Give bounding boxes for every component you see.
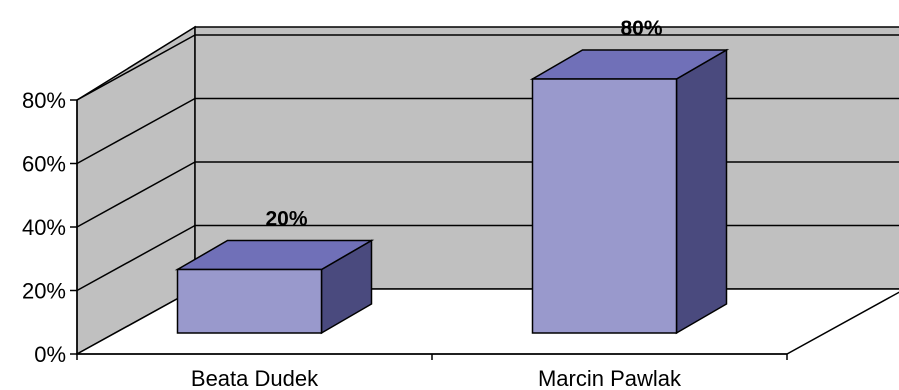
gridline-side-60 [76,97,196,165]
bar-front [176,268,323,334]
y-tick-label-20: 20% [22,279,66,304]
y-axis-tick-labels: 0% 20% 40% 60% 80% [22,88,66,367]
y-tick-label-80: 80% [22,88,66,113]
x-category-label-2: Marcin Pawlak [538,366,682,390]
y-tick-label-40: 40% [22,215,66,240]
gridline-side-40 [76,161,196,228]
bars [174,48,730,335]
bar-beata-dudek [174,239,375,335]
bar-side [675,48,728,335]
data-label-2: 80% [620,17,662,40]
gridline-side-20 [76,224,196,292]
y-tick-label-60: 60% [22,152,66,177]
data-label-1: 20% [265,208,307,231]
y-tick-label-0: 0% [34,342,66,367]
axes [70,99,788,360]
bar-front [531,78,678,334]
gridline-side-80 [76,34,196,101]
data-labels: 20% 80% [265,17,662,231]
bar-marcin-pawlak [529,48,730,335]
x-category-label-1: Beata Dudek [191,366,319,390]
x-axis-category-labels: Beata Dudek Marcin Pawlak [191,366,682,390]
